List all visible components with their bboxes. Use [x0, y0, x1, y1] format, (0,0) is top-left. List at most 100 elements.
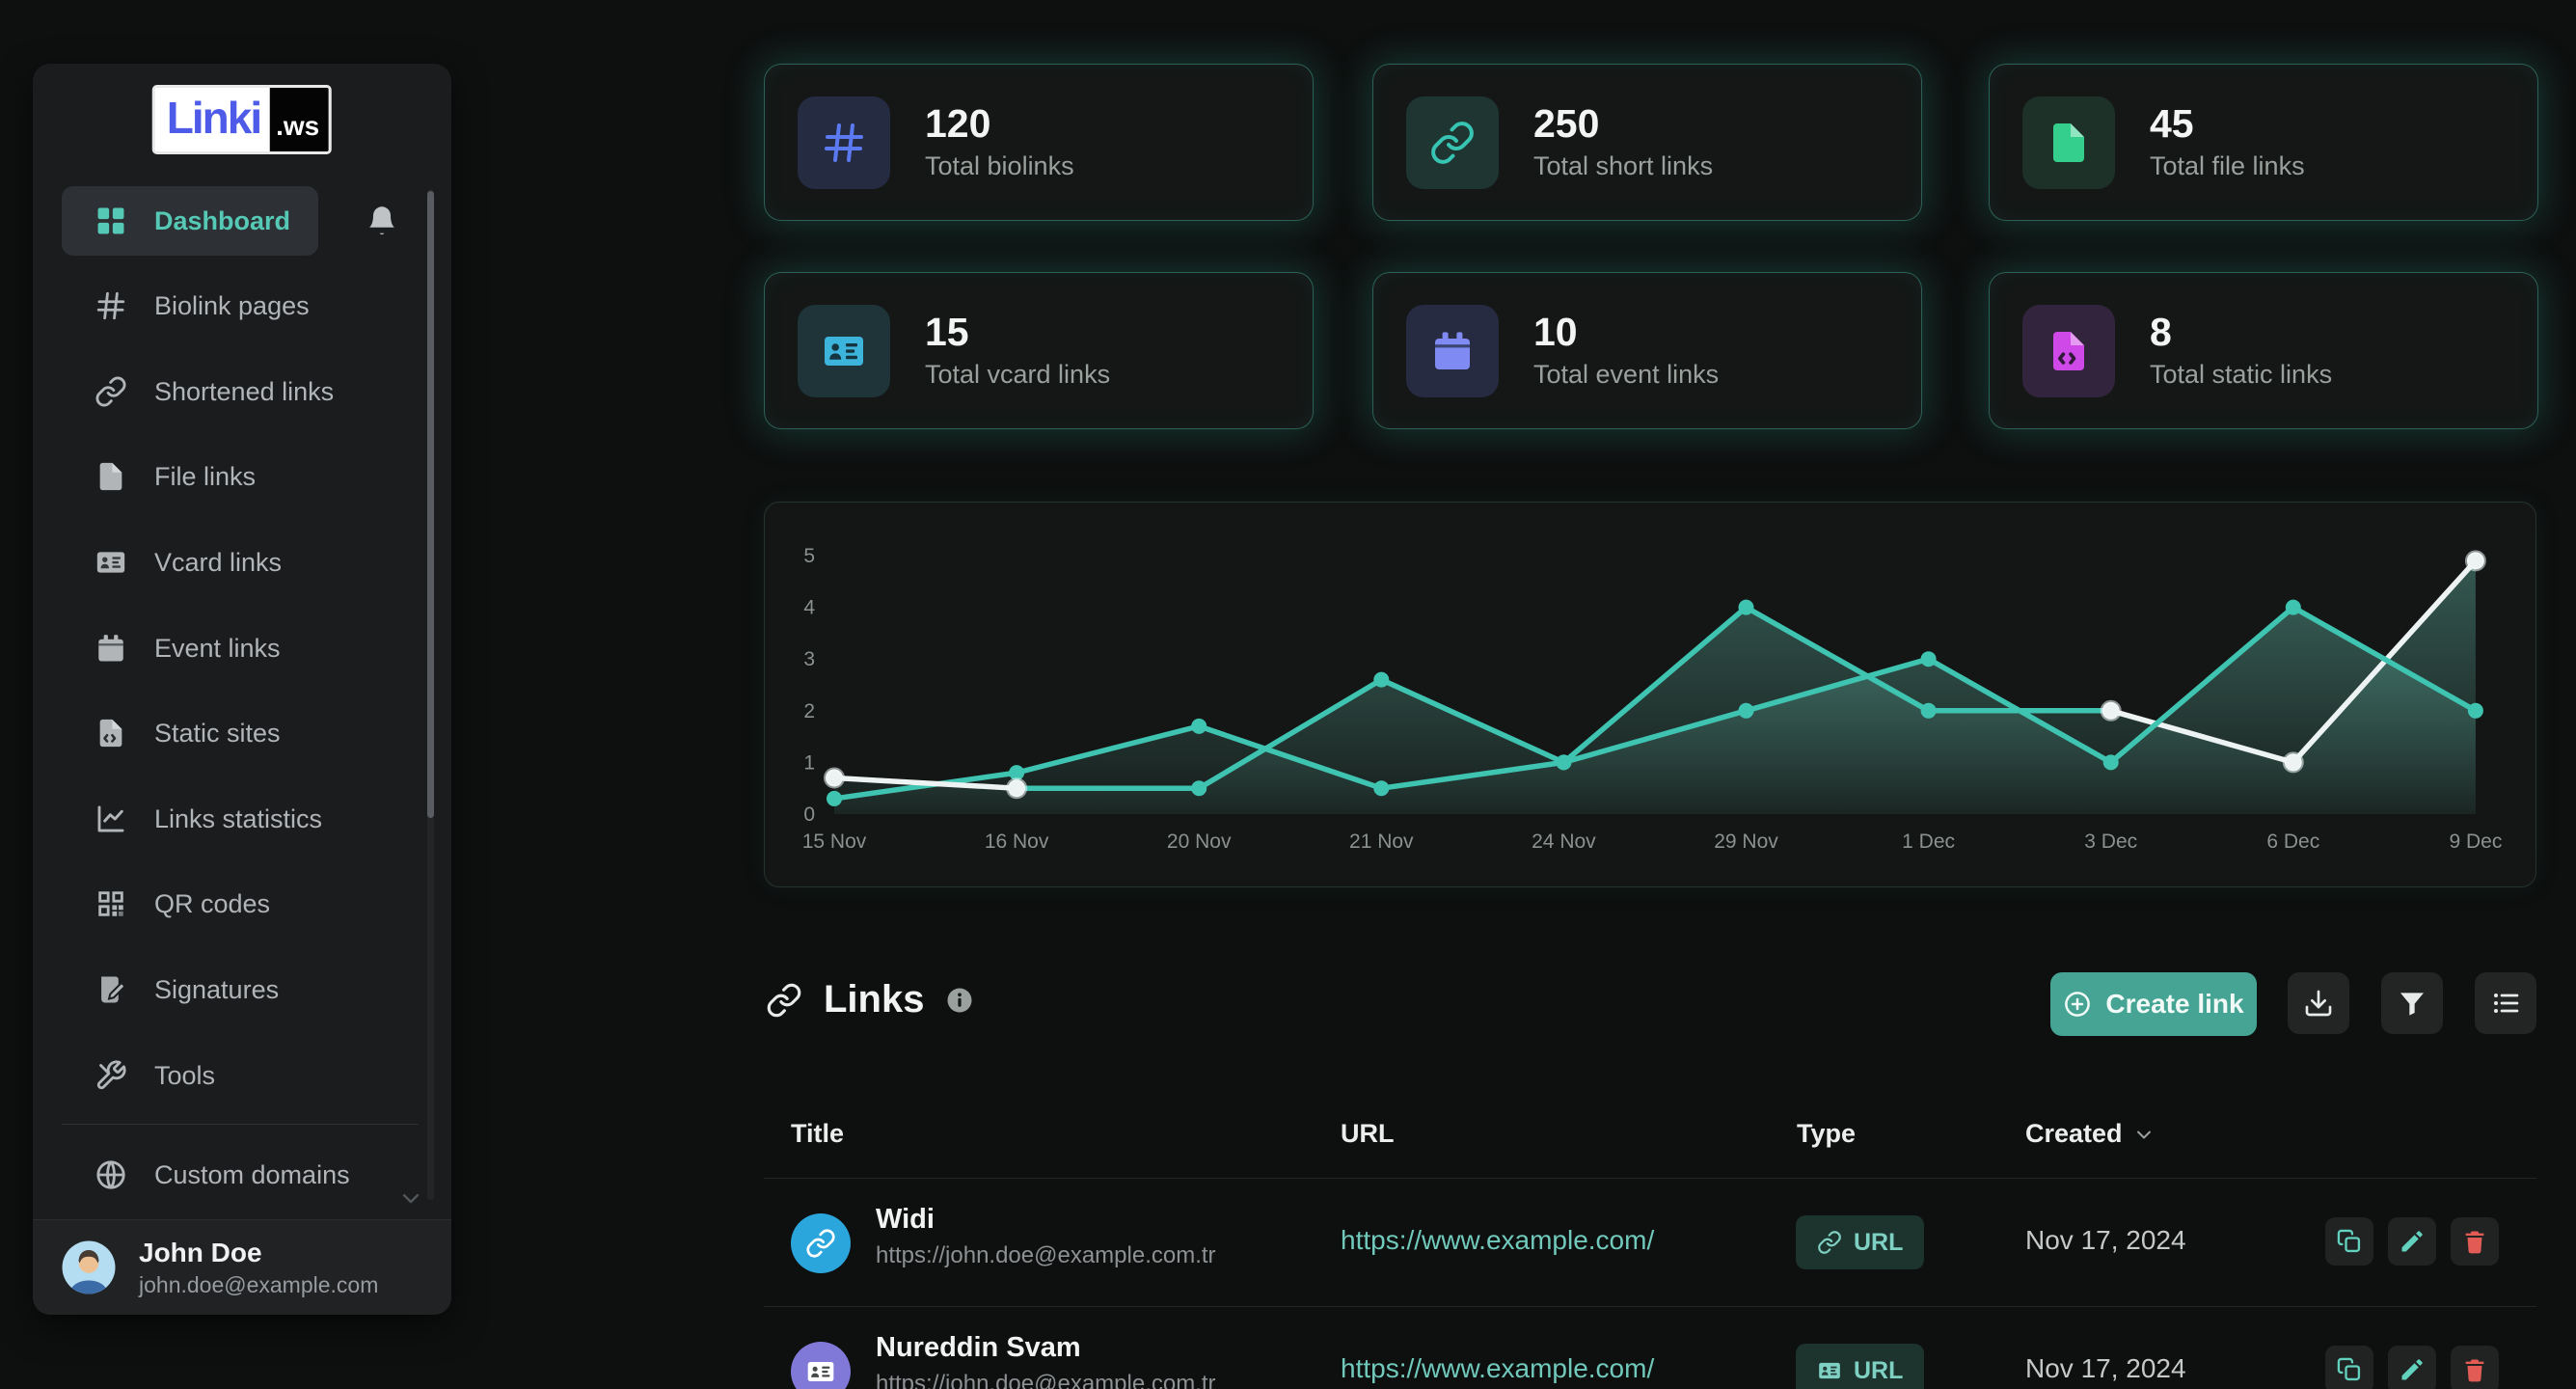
x-tick-label: 20 Nov: [1167, 831, 1232, 853]
data-point-series-2[interactable]: [1738, 702, 1754, 719]
chart-canvas: 5 4 3 2 1 0 15 Nov 16 Nov 20 Nov 21 Nov 24 Nov 29 N…: [802, 545, 2503, 853]
data-point-series-1[interactable]: [827, 790, 842, 806]
stats-icon: [97, 805, 124, 832]
sidebar-item-file-links[interactable]: File links: [62, 442, 420, 511]
data-point-series-1[interactable]: [1373, 780, 1390, 797]
sidebar-item-links-statistics[interactable]: Links statistics: [62, 784, 420, 854]
stat-card-total-file-links: 45 Total file links: [1989, 64, 2538, 221]
data-point-series-2[interactable]: [1006, 777, 1028, 800]
data-point-series-1[interactable]: [2282, 751, 2304, 774]
calendar-icon: [98, 635, 123, 662]
sidebar-scrollbar-thumb[interactable]: [427, 191, 434, 818]
link-icon: [806, 1229, 835, 1258]
qr-icon: [98, 891, 123, 916]
sidebar: Linki .ws Dashboard Biolink pages Shortene…: [33, 64, 451, 1315]
logo-text: Linki: [154, 88, 271, 151]
row-title: Widi: [876, 1204, 935, 1235]
y-tick-label: 4: [803, 597, 815, 619]
sidebar-item-event-links[interactable]: Event links: [62, 613, 420, 683]
data-point-series-1[interactable]: [1009, 765, 1025, 781]
row-avatar: [791, 1342, 851, 1389]
info-icon[interactable]: [945, 986, 974, 1015]
delete-button[interactable]: [2451, 1346, 2499, 1389]
data-point-series-1[interactable]: [2100, 699, 2122, 722]
row-url-link[interactable]: https://www.example.com/: [1341, 1353, 1655, 1383]
sidebar-divider: [62, 1124, 419, 1125]
edit-button[interactable]: [2388, 1217, 2436, 1266]
filter-button[interactable]: [2381, 972, 2443, 1034]
stat-card-label: Total file links: [2150, 151, 2305, 181]
export-button[interactable]: [2288, 972, 2349, 1034]
data-point-series-2[interactable]: [1191, 780, 1207, 797]
vcard-icon: [1819, 1362, 1840, 1379]
edit-button[interactable]: [2388, 1346, 2436, 1389]
stat-card-value: 250: [1533, 100, 1600, 146]
bell-icon: [369, 206, 394, 235]
row-type-badge: URL: [1796, 1215, 1925, 1269]
row-created-date: Nov 17, 2024: [2025, 1225, 2186, 1255]
sidebar-item-biolink-pages[interactable]: Biolink pages: [62, 271, 420, 340]
data-point-series-1[interactable]: [1920, 702, 1937, 719]
sidebar-item-label: Event links: [154, 633, 281, 663]
stat-card-value: 10: [1533, 309, 1578, 354]
data-point-series-1[interactable]: [1738, 599, 1754, 615]
sidebar-item-shortened-links[interactable]: Shortened links: [62, 357, 420, 426]
signature-icon: [101, 976, 126, 1003]
vcard-icon: [96, 552, 125, 573]
data-point-series-1[interactable]: [1191, 718, 1207, 734]
create-link-button[interactable]: Create link: [2050, 972, 2257, 1036]
copy-button[interactable]: [2325, 1346, 2373, 1389]
stat-card-total-short-links: 250 Total short links: [1372, 64, 1922, 221]
sidebar-item-label: Links statistics: [154, 803, 323, 833]
data-point-series-1[interactable]: [2464, 550, 2486, 572]
sidebar-item-dashboard[interactable]: Dashboard: [62, 186, 318, 256]
link-icon: [1818, 1231, 1841, 1254]
data-point-series-2[interactable]: [824, 767, 845, 789]
vcard-icon: [825, 336, 863, 366]
stat-card-label: Total vcard links: [925, 360, 1111, 390]
data-point-series-2[interactable]: [2285, 599, 2301, 615]
copy-button[interactable]: [2325, 1217, 2373, 1266]
column-title: Title: [791, 1119, 845, 1148]
data-point-series-2[interactable]: [1373, 671, 1390, 688]
sidebar-item-static-sites[interactable]: Static sites: [62, 698, 420, 768]
table-row-widi: Widi https://john.doe@example.com.tr htt…: [764, 1179, 2536, 1307]
data-point-series-2[interactable]: [2467, 702, 2483, 719]
row-subtitle: https://john.doe@example.com.tr: [876, 1371, 1216, 1389]
stat-card-value: 45: [2150, 100, 2194, 146]
copy-icon: [2337, 1357, 2361, 1381]
sidebar-scrollbar[interactable]: [427, 189, 434, 1200]
link-icon: [1431, 121, 1474, 164]
sidebar-item-label: Static sites: [154, 718, 281, 748]
sidebar-item-qr-codes[interactable]: QR codes: [62, 869, 420, 939]
sidebar-item-custom-domains[interactable]: Custom domains: [62, 1140, 420, 1210]
y-tick-label: 3: [803, 648, 815, 670]
link-icon: [767, 983, 801, 1017]
user-profile[interactable]: John Doe john.doe@example.com: [33, 1219, 451, 1315]
stat-card-icon-tile: [2022, 304, 2115, 397]
stat-card-value: 120: [925, 100, 991, 146]
links-table: Title URL Type Created Widi https://john…: [764, 1109, 2536, 1389]
data-point-series-2[interactable]: [1556, 754, 1572, 771]
delete-button[interactable]: [2451, 1217, 2499, 1266]
notifications-bell-icon[interactable]: [365, 204, 399, 238]
column-type: Type: [1797, 1119, 1857, 1148]
filter-icon: [2400, 993, 2424, 1016]
sidebar-item-label: Custom domains: [154, 1159, 350, 1189]
stat-card-icon-tile: [798, 95, 890, 189]
stat-card-total-vcard-links: 15 Total vcard links: [764, 272, 1314, 429]
copy-icon: [2337, 1229, 2361, 1253]
column-created[interactable]: Created: [2025, 1119, 2156, 1149]
view-list-button[interactable]: [2475, 972, 2536, 1034]
sidebar-scroll-down-icon[interactable]: [397, 1185, 424, 1212]
data-point-series-2[interactable]: [2102, 754, 2119, 771]
row-url-link[interactable]: https://www.example.com/: [1341, 1225, 1655, 1255]
x-tick-label: 1 Dec: [1902, 831, 1955, 853]
app-logo[interactable]: Linki .ws: [151, 85, 333, 154]
sidebar-item-vcard-links[interactable]: Vcard links: [62, 528, 420, 597]
sidebar-item-signatures[interactable]: Signatures: [62, 955, 420, 1024]
sidebar-item-tools[interactable]: Tools: [62, 1041, 420, 1110]
sidebar-item-label: Dashboard: [154, 205, 291, 235]
data-point-series-2[interactable]: [1920, 651, 1937, 667]
